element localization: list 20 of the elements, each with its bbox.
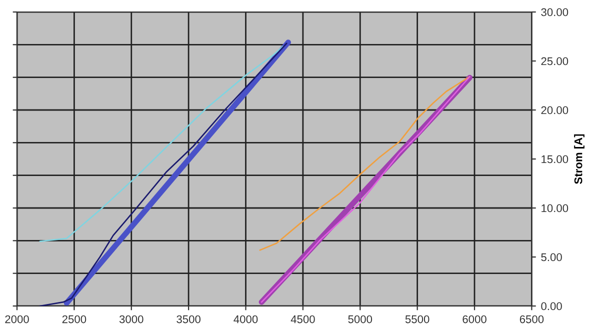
line-series xyxy=(259,76,470,251)
x-tick-label: 4000 xyxy=(234,315,258,324)
y-tick-label: 20.00 xyxy=(541,106,568,114)
y-tick-label: 15.00 xyxy=(542,155,568,164)
x-tick-label: 5000 xyxy=(348,315,372,324)
y-tick-label: 0.00 xyxy=(541,302,562,310)
x-tick-label: 6500 xyxy=(520,315,544,324)
x-tick-label: 2000 xyxy=(5,315,29,324)
y-tick-label: 25.00 xyxy=(541,57,568,66)
y-tick-label: 10.00 xyxy=(542,204,568,212)
x-tick-label: 3000 xyxy=(119,315,144,324)
y-axis-title: Strom [A] xyxy=(574,134,584,184)
y-tick-label: 30.00 xyxy=(541,8,568,16)
line-series xyxy=(39,46,284,242)
x-tick-label: 3500 xyxy=(176,315,200,324)
x-tick-label: 6000 xyxy=(462,315,486,324)
x-tick-label: 4500 xyxy=(290,315,315,324)
x-tick-label: 2500 xyxy=(62,315,86,324)
y-tick-label: 5.00 xyxy=(541,253,562,262)
x-tick-label: 5500 xyxy=(405,315,430,324)
